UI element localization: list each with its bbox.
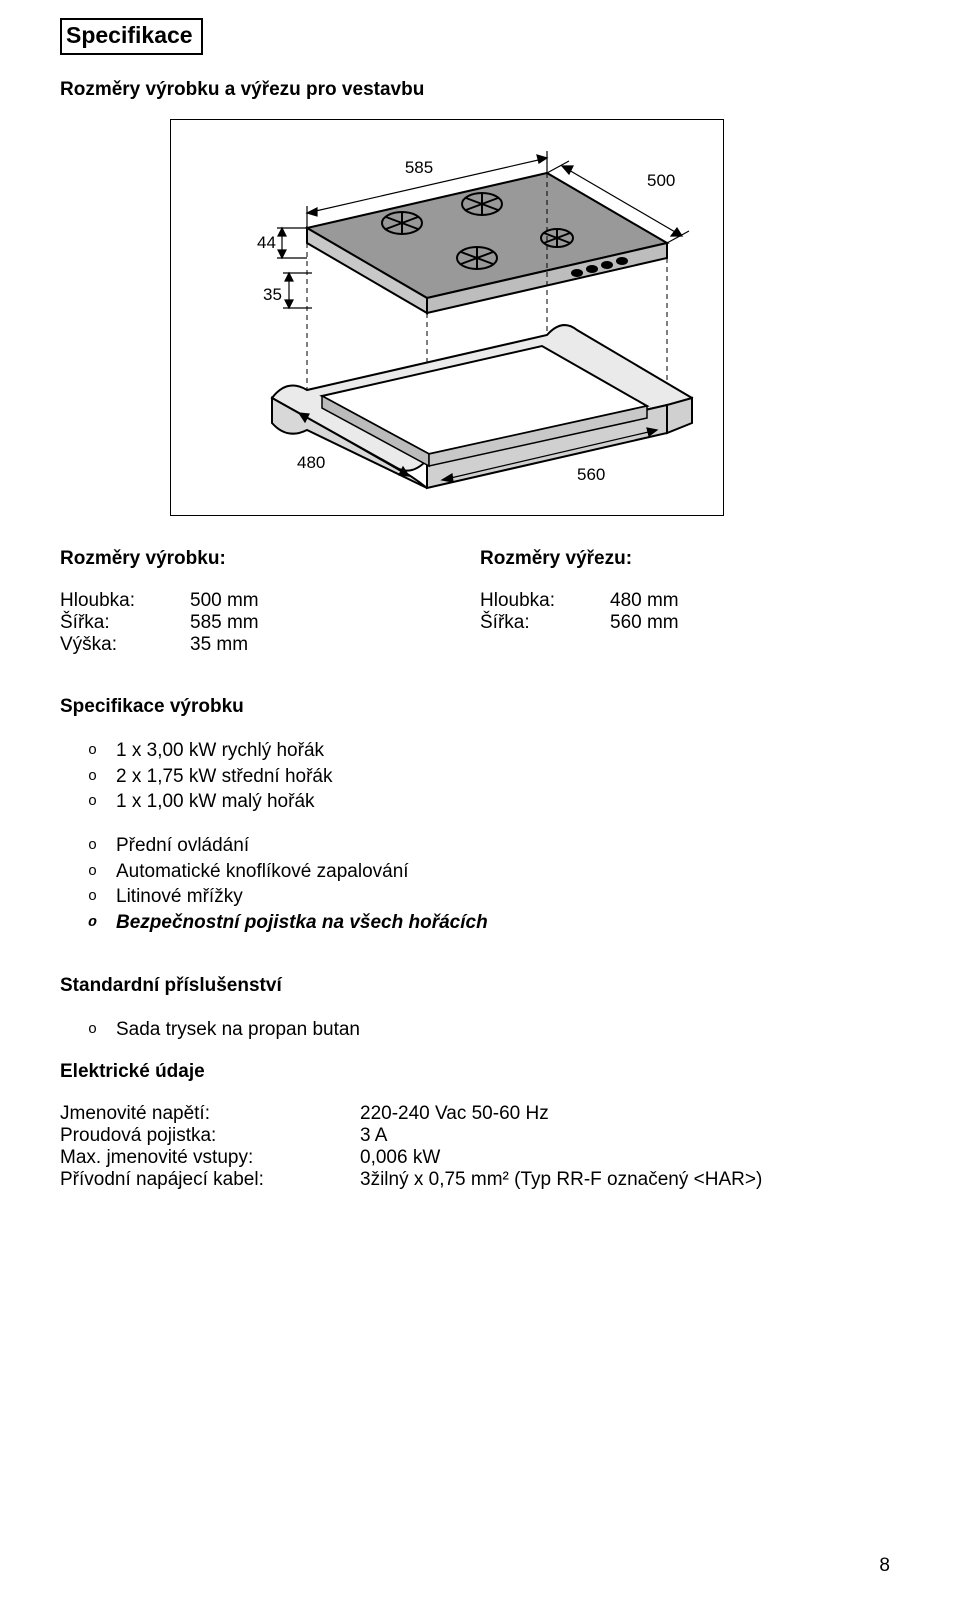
product-dims-heading: Rozměry výrobku: (60, 548, 480, 570)
list-item: Automatické knoflíkové zapalování (88, 859, 900, 885)
elec-val: 3žilný x 0,75 mm² (Typ RR-F označený <HA… (360, 1169, 762, 1191)
accessories-list: Sada trysek na propan butan (60, 1017, 900, 1043)
dim-val: 585 mm (190, 612, 259, 634)
elec-row: Max. jmenovité vstupy: 0,006 kW (60, 1147, 900, 1169)
list-item: Přední ovládání (88, 833, 900, 859)
accessories-heading: Standardní příslušenství (60, 975, 900, 997)
cutout-dim-row: Šířka: 560 mm (480, 612, 900, 634)
dim-label-500: 500 (647, 171, 675, 190)
electrical-heading: Elektrické údaje (60, 1061, 900, 1083)
list-item: Sada trysek na propan butan (88, 1017, 900, 1043)
dim-left-35 (283, 273, 312, 308)
dim-val: 480 mm (610, 590, 679, 612)
dim-label-44: 44 (257, 233, 276, 252)
dim-val: 35 mm (190, 634, 248, 656)
elec-val: 3 A (360, 1125, 387, 1147)
product-dims-col: Rozměry výrobku: Hloubka: 500 mm Šířka: … (60, 548, 480, 656)
dim-label-35: 35 (263, 285, 282, 304)
dimensions-diagram: 585 500 44 (177, 128, 717, 508)
elec-val: 0,006 kW (360, 1147, 440, 1169)
dim-key: Hloubka: (60, 590, 190, 612)
dim-key: Šířka: (60, 612, 190, 634)
spec-list-features: Přední ovládání Automatické knoflíkové z… (60, 833, 900, 936)
page: Specifikace Rozměry výrobku a výřezu pro… (0, 0, 960, 1601)
spec-heading: Specifikace výrobku (60, 696, 900, 718)
dim-label-480: 480 (297, 453, 325, 472)
elec-val: 220-240 Vac 50-60 Hz (360, 1103, 549, 1125)
title-text: Specifikace (66, 22, 193, 48)
elec-key: Přívodní napájecí kabel: (60, 1169, 360, 1191)
product-dim-row: Výška: 35 mm (60, 634, 480, 656)
elec-row: Jmenovité napětí: 220-240 Vac 50-60 Hz (60, 1103, 900, 1125)
worktop (272, 325, 692, 488)
dim-label-585: 585 (405, 158, 433, 177)
list-item: Bezpečnostní pojistka na všech hořácích (88, 910, 900, 936)
title-box: Specifikace (60, 18, 203, 55)
diagram-frame: 585 500 44 (170, 119, 724, 516)
elec-row: Přívodní napájecí kabel: 3žilný x 0,75 m… (60, 1169, 900, 1191)
cutout-dims-col: Rozměry výřezu: Hloubka: 480 mm Šířka: 5… (480, 548, 900, 656)
dim-label-560: 560 (577, 465, 605, 484)
product-dim-row: Hloubka: 500 mm (60, 590, 480, 612)
list-item: 2 x 1,75 kW střední hořák (88, 764, 900, 790)
elec-key: Jmenovité napětí: (60, 1103, 360, 1125)
page-number: 8 (879, 1555, 890, 1577)
cutout-dim-row: Hloubka: 480 mm (480, 590, 900, 612)
electrical-table: Jmenovité napětí: 220-240 Vac 50-60 Hz P… (60, 1103, 900, 1191)
hob-top (307, 173, 667, 313)
list-item: 1 x 3,00 kW rychlý hořák (88, 738, 900, 764)
dim-key: Šířka: (480, 612, 610, 634)
elec-key: Max. jmenovité vstupy: (60, 1147, 360, 1169)
dim-val: 500 mm (190, 590, 259, 612)
dimension-columns: Rozměry výrobku: Hloubka: 500 mm Šířka: … (60, 548, 900, 656)
dim-val: 560 mm (610, 612, 679, 634)
product-dim-row: Šířka: 585 mm (60, 612, 480, 634)
list-item: 1 x 1,00 kW malý hořák (88, 789, 900, 815)
dim-left-44 (277, 228, 307, 258)
cutout-dims-heading: Rozměry výřezu: (480, 548, 900, 570)
elec-key: Proudová pojistka: (60, 1125, 360, 1147)
spec-list-burners: 1 x 3,00 kW rychlý hořák 2 x 1,75 kW stř… (60, 738, 900, 815)
dim-key: Hloubka: (480, 590, 610, 612)
subtitle: Rozměry výrobku a výřezu pro vestavbu (60, 79, 900, 101)
dim-key: Výška: (60, 634, 190, 656)
list-item: Litinové mřížky (88, 884, 900, 910)
elec-row: Proudová pojistka: 3 A (60, 1125, 900, 1147)
